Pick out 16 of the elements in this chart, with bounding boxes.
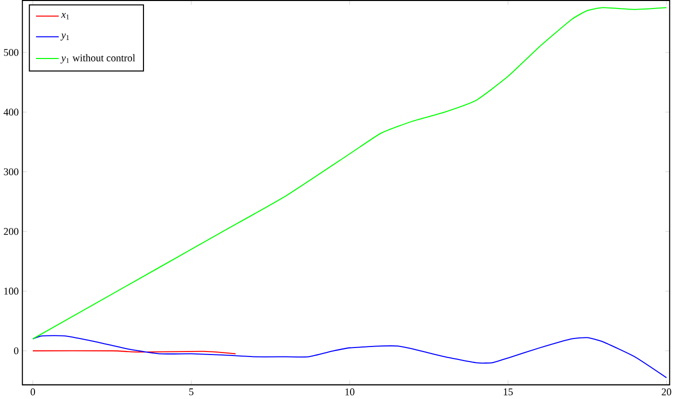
line-series xyxy=(32,335,667,378)
x-tick-label: 5 xyxy=(189,388,194,396)
y-tick-label: 300 xyxy=(4,168,18,176)
y-tick-label: 100 xyxy=(4,288,18,295)
y-tick-label: 200 xyxy=(4,228,18,236)
y-tick-label: 0 xyxy=(14,347,18,354)
x-tick-label: 15 xyxy=(504,388,513,396)
legend-label: x$_{1}$ xyxy=(61,13,69,20)
x-tick-label: 0 xyxy=(30,388,36,396)
legend-label: y$_{1}$ without control xyxy=(60,54,136,64)
x-tick-label: 20 xyxy=(662,388,672,396)
y-tick-label: 500 xyxy=(4,49,18,56)
y-tick-label: 400 xyxy=(4,108,18,116)
x-tick-label: 10 xyxy=(345,388,354,396)
line-series xyxy=(32,7,667,340)
legend-label: y$_{1}$ xyxy=(60,34,69,41)
